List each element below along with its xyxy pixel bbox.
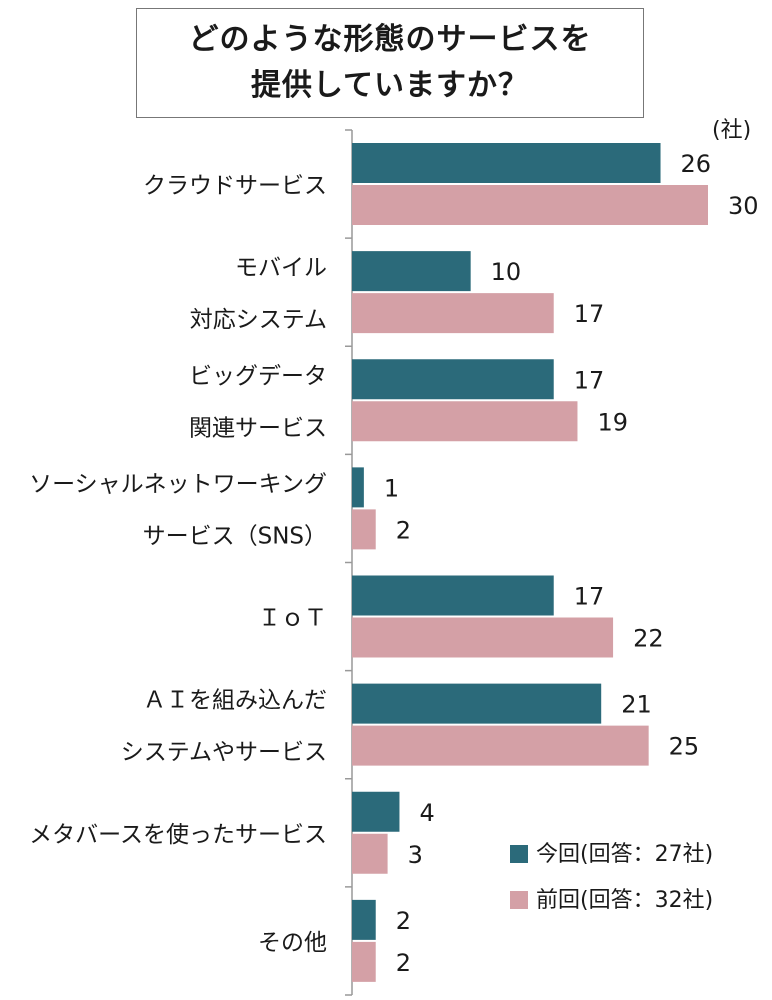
bar-previous (352, 833, 388, 874)
unit-label: (社) (712, 118, 752, 143)
bar-current (352, 251, 471, 292)
category-label: その他 (258, 930, 327, 956)
bar-previous (352, 509, 376, 550)
category-label: サービス（SNS） (143, 523, 327, 549)
bar-current (352, 899, 376, 940)
chart-title-line-2: 提供していますか？ (250, 68, 530, 103)
data-label: 30 (728, 192, 759, 220)
bar-previous (352, 617, 614, 658)
category-label: 対応システム (190, 307, 327, 333)
data-label: 2 (396, 949, 411, 977)
legend-label: 前回(回答：32社) (536, 888, 713, 913)
category-label: メタバースを使ったサービス (29, 822, 327, 848)
data-label: 19 (597, 408, 628, 436)
legend-swatch (510, 891, 528, 909)
data-label: 2 (396, 907, 411, 935)
bar-previous (352, 725, 649, 766)
bar-current (352, 143, 661, 183)
bar-current (352, 359, 554, 400)
bar-previous (352, 401, 578, 442)
category-label: 関連サービス (189, 415, 327, 441)
data-label: 4 (419, 799, 434, 827)
data-label: 17 (574, 583, 605, 611)
bar-previous (352, 941, 376, 982)
bar-current (352, 791, 400, 832)
category-label: システムやサービス (121, 740, 327, 766)
chart-title-line-1: どのような形態のサービスを (188, 22, 592, 57)
category-label: クラウドサービス (143, 173, 327, 199)
category-label: ビッグデータ (189, 363, 327, 389)
bar-current (352, 683, 602, 724)
data-label: 17 (574, 366, 605, 394)
category-label: モバイル (235, 255, 327, 281)
data-label: 25 (669, 733, 700, 761)
data-label: 2 (396, 516, 411, 544)
data-label: 22 (633, 625, 664, 653)
bar-current (352, 575, 554, 616)
bar-current (352, 467, 364, 508)
data-label: 17 (574, 300, 605, 328)
category-label: ソーシャルネットワーキング (29, 471, 327, 497)
data-label: 1 (384, 474, 399, 502)
data-label: 26 (681, 150, 712, 178)
data-label: 3 (408, 841, 423, 869)
bar-previous (352, 185, 708, 225)
data-label: 21 (621, 691, 652, 719)
legend-swatch (510, 845, 528, 863)
category-label: ＡＩを組み込んだ (143, 688, 327, 714)
category-label: ＩｏＴ (258, 606, 327, 632)
data-label: 10 (491, 258, 522, 286)
chart-title: どのような形態のサービスを 提供していますか？ (136, 8, 644, 118)
legend-label: 今回(回答：27社) (536, 842, 713, 867)
bar-previous (352, 293, 554, 334)
